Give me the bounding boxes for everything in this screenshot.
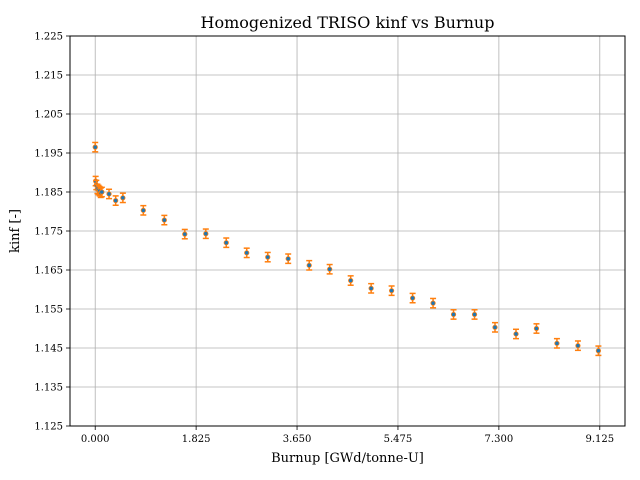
data-marker [450,311,457,318]
y-tick-label: 1.205 [34,110,63,121]
data-marker [203,231,209,237]
data-marker [327,266,333,272]
x-tick-label: 7.300 [485,434,514,445]
data-point [595,345,602,357]
x-tick-label: 0.000 [81,434,110,445]
data-point [223,237,230,249]
data-marker [533,325,540,332]
data-point [409,292,416,304]
y-tick-label: 1.165 [34,266,63,277]
data-marker [182,231,188,237]
data-point [533,323,540,334]
data-point [306,259,313,271]
y-tick-label: 1.185 [34,188,63,199]
data-marker [595,348,602,354]
data-marker [92,144,98,150]
x-tick-label: 3.650 [283,434,312,445]
chart-title: Homogenized TRISO kinf vs Burnup [201,13,495,32]
data-marker [113,197,119,204]
data-marker [161,217,167,223]
data-point [119,192,126,204]
data-point [553,337,560,349]
data-marker [223,240,229,246]
data-point [492,321,499,333]
data-marker [388,288,395,294]
data-point [181,228,188,240]
data-marker [106,191,112,197]
data-marker [575,343,581,349]
data-point [347,275,354,286]
data-marker [120,195,126,201]
data-point [285,253,292,265]
data-point [388,285,395,297]
data-layer [92,141,602,357]
y-tick-label: 1.215 [34,71,63,82]
x-tick-label: 5.475 [384,434,413,445]
data-marker [471,311,478,318]
data-marker [410,295,416,301]
y-tick-label: 1.145 [34,344,63,355]
data-point [98,186,105,198]
data-marker [368,285,374,291]
data-point [450,309,457,320]
data-point [243,247,250,259]
y-tick-label: 1.175 [34,227,63,238]
y-tick-label: 1.135 [34,383,63,394]
data-point [112,195,119,207]
data-marker [306,262,312,268]
x-tick-label: 1.825 [182,434,211,445]
y-tick-label: 1.195 [34,149,63,160]
data-marker [285,256,291,262]
data-point [574,340,581,352]
data-point [264,251,271,263]
data-marker [99,189,105,195]
data-point [106,188,113,200]
y-tick-label: 1.125 [34,422,63,433]
data-point [368,282,375,294]
x-axis-label: Burnup [GWd/tonne-U] [271,451,424,466]
data-point [161,214,168,226]
data-marker [492,324,498,330]
data-point [471,309,478,320]
data-point [430,297,437,309]
data-marker [430,300,436,306]
data-marker [513,331,519,337]
y-tick-label: 1.155 [34,305,63,316]
data-marker [265,254,271,260]
data-point [513,328,520,340]
y-tick-label: 1.225 [34,32,63,43]
data-point [140,204,147,216]
x-tick-label: 9.125 [585,434,614,445]
data-marker [348,277,354,284]
tick-layer: 0.000 1.825 3.650 5.475 7.300 9.125 1.125 1.135… [34,32,614,446]
data-marker [554,340,560,346]
data-point [326,263,333,275]
data-marker [140,207,146,213]
y-axis-label: kinf [-] [8,209,23,253]
data-point [202,228,209,240]
data-point [92,141,99,153]
data-marker [244,250,250,256]
